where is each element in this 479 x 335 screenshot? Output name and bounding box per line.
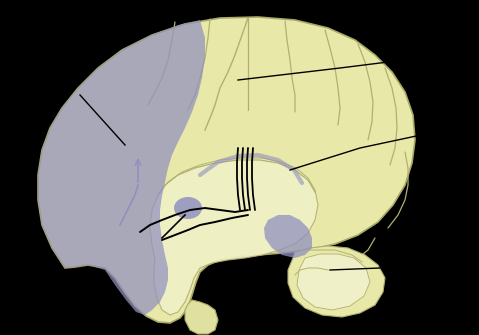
Polygon shape	[38, 20, 205, 315]
Polygon shape	[264, 215, 312, 258]
Polygon shape	[150, 158, 318, 315]
Polygon shape	[38, 17, 415, 323]
Ellipse shape	[174, 197, 202, 219]
Polygon shape	[185, 300, 218, 334]
Polygon shape	[297, 254, 370, 310]
Polygon shape	[288, 246, 385, 317]
